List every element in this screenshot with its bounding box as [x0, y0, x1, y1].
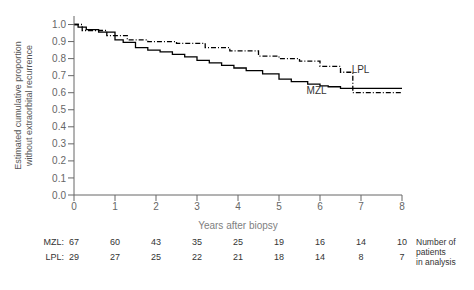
- html-text:8: 8: [358, 252, 364, 262]
- svg-text:8: 8: [399, 201, 405, 212]
- svg-text:0.9: 0.9: [52, 36, 66, 47]
- svg-text:0.3: 0.3: [52, 138, 66, 149]
- svg-text:0: 0: [71, 201, 77, 212]
- html-text:25: 25: [233, 237, 243, 247]
- html-text:67: 67: [69, 237, 79, 247]
- svg-text:0.0: 0.0: [52, 190, 66, 201]
- html-text:18: 18: [274, 252, 284, 262]
- html-text:16: 16: [315, 237, 325, 247]
- svg-text:0.7: 0.7: [52, 70, 66, 81]
- html-text:Number of patients in analysis: Number of patients in analysis: [416, 237, 456, 267]
- html-text:60: 60: [110, 237, 120, 247]
- svg-text:2: 2: [153, 201, 159, 212]
- svg-text:0.2: 0.2: [52, 155, 66, 166]
- html-text:21: 21: [233, 252, 243, 262]
- svg-text:4: 4: [235, 201, 241, 212]
- svg-text:MZL: MZL: [307, 85, 327, 96]
- svg-text:0.6: 0.6: [52, 87, 66, 98]
- html-text:27: 27: [110, 252, 120, 262]
- svg-text:0.5: 0.5: [52, 104, 66, 115]
- svg-text:3: 3: [194, 201, 200, 212]
- svg-text:LPL: LPL: [352, 64, 370, 75]
- svg-text:1: 1: [112, 201, 118, 212]
- html-text:LPL:: LPL:: [45, 252, 64, 262]
- html-text:29: 29: [69, 252, 79, 262]
- html-text:10: 10: [397, 237, 407, 247]
- html-text:14: 14: [315, 252, 325, 262]
- svg-text:5: 5: [276, 201, 282, 212]
- svg-text:Estimated cumulative proportio: Estimated cumulative proportionwithout e…: [13, 41, 34, 170]
- html-text:35: 35: [192, 237, 202, 247]
- html-text:22: 22: [192, 252, 202, 262]
- html-text:19: 19: [274, 237, 284, 247]
- svg-text:0.8: 0.8: [52, 53, 66, 64]
- html-text:25: 25: [151, 252, 161, 262]
- svg-text:Years after biopsy: Years after biopsy: [198, 220, 278, 231]
- svg-text:7: 7: [358, 201, 364, 212]
- svg-text:0.4: 0.4: [52, 121, 66, 132]
- html-text:MZL:: MZL:: [43, 237, 64, 247]
- html-text:14: 14: [356, 237, 366, 247]
- html-text:43: 43: [151, 237, 161, 247]
- svg-text:1.0: 1.0: [52, 19, 66, 30]
- svg-text:6: 6: [317, 201, 323, 212]
- svg-text:0.1: 0.1: [52, 173, 66, 184]
- html-text:7: 7: [399, 252, 405, 262]
